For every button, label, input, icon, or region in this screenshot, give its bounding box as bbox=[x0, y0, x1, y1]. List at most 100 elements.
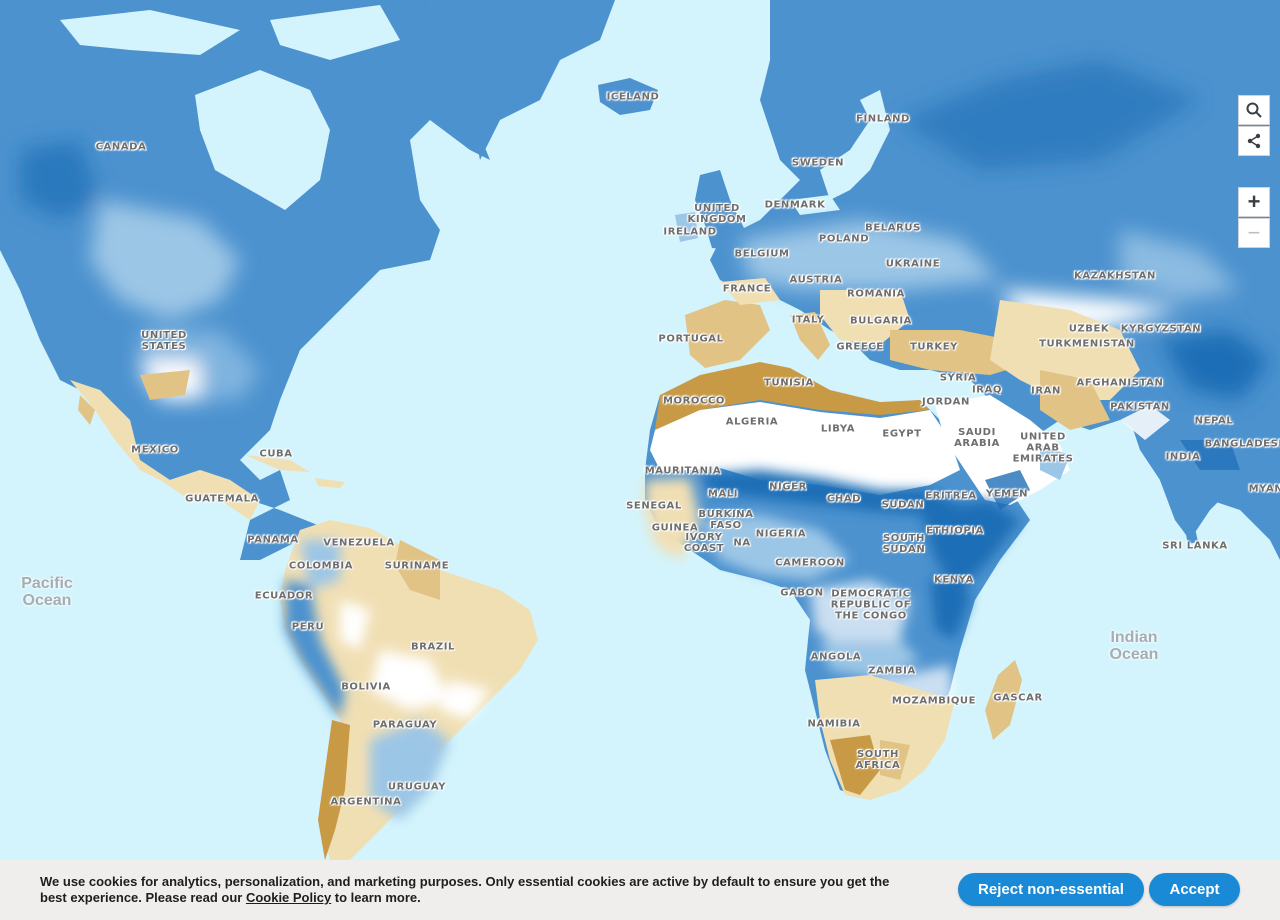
cuba-land bbox=[245, 455, 310, 472]
country-label: CANADA bbox=[95, 141, 147, 153]
greenland-land bbox=[430, 0, 615, 160]
country-label: NA bbox=[733, 537, 751, 549]
arabia-land bbox=[935, 395, 1070, 505]
country-label: VENEZUELA bbox=[323, 537, 395, 549]
iberia-dry bbox=[685, 300, 770, 368]
country-label: PANAMA bbox=[247, 534, 299, 546]
country-label: BELGIUM bbox=[734, 248, 790, 260]
madagascar-land bbox=[985, 660, 1022, 740]
country-label: ZAMBIA bbox=[868, 665, 916, 677]
country-label: NIGER bbox=[769, 481, 807, 493]
country-label: PAKISTAN bbox=[1110, 401, 1170, 413]
country-label: ECUADOR bbox=[254, 590, 314, 602]
sahara-neutral bbox=[650, 402, 960, 495]
zoom-in-button[interactable]: + bbox=[1238, 187, 1270, 217]
country-label: GABON bbox=[780, 587, 824, 599]
country-label: ANGOLA bbox=[810, 651, 862, 663]
country-label: PORTUGAL bbox=[658, 333, 724, 345]
country-label: GASCAR bbox=[993, 692, 1043, 704]
accept-button[interactable]: Accept bbox=[1149, 873, 1240, 906]
cookie-text-before: We use cookies for analytics, personaliz… bbox=[40, 874, 890, 905]
sri-lanka-land bbox=[1185, 528, 1198, 544]
country-label: AUSTRIA bbox=[789, 274, 843, 286]
country-label: DEMOCRATIC REPUBLIC OF THE CONGO bbox=[830, 588, 912, 622]
country-label: BRAZIL bbox=[410, 641, 456, 653]
country-label: YEMEN bbox=[985, 488, 1029, 500]
country-label: KAZAKHSTAN bbox=[1074, 270, 1156, 282]
cookie-text-after: to learn more. bbox=[331, 890, 421, 905]
country-label: UKRAINE bbox=[885, 258, 941, 270]
ocean-label: Indian Ocean bbox=[1109, 629, 1159, 663]
country-label: GUATEMALA bbox=[185, 493, 259, 505]
country-label: ITALY bbox=[791, 314, 825, 326]
country-label: UNITED KINGDOM bbox=[687, 203, 747, 225]
share-button[interactable] bbox=[1238, 126, 1270, 156]
country-label: IVORY COAST bbox=[683, 532, 725, 554]
iceland-land bbox=[598, 78, 658, 115]
country-label: SURINAME bbox=[384, 560, 450, 572]
country-label: SOUTH AFRICA bbox=[855, 749, 901, 771]
zoom-out-button[interactable]: − bbox=[1238, 218, 1270, 248]
mexico-dry bbox=[70, 380, 260, 520]
arctic-channels bbox=[60, 5, 400, 60]
cookie-policy-link[interactable]: Cookie Policy bbox=[245, 890, 332, 905]
country-label: NIGERIA bbox=[755, 528, 807, 540]
cookie-message: We use cookies for analytics, personaliz… bbox=[40, 874, 890, 906]
country-label: ICELAND bbox=[606, 91, 660, 103]
country-label: SOUTH SUDAN bbox=[882, 533, 926, 555]
country-label: MOROCCO bbox=[662, 395, 726, 407]
country-label: ARGENTINA bbox=[330, 796, 402, 808]
country-label: KENYA bbox=[934, 574, 974, 586]
country-label: NEPAL bbox=[1194, 415, 1234, 427]
country-label: INDIA bbox=[1165, 451, 1201, 463]
country-label: JORDAN bbox=[922, 396, 970, 408]
country-label: TURKMENISTAN bbox=[1039, 338, 1135, 350]
ocean-label: Pacific Ocean bbox=[21, 575, 73, 609]
country-label: EGYPT bbox=[882, 428, 922, 440]
country-label: GREECE bbox=[836, 341, 884, 353]
country-label: CUBA bbox=[259, 448, 293, 460]
country-label: SRI LANKA bbox=[1162, 540, 1228, 552]
country-label: ROMANIA bbox=[847, 288, 905, 300]
country-label: COLOMBIA bbox=[288, 560, 354, 572]
country-label: ALGERIA bbox=[725, 416, 779, 428]
country-label: UZBEK bbox=[1068, 323, 1110, 335]
search-button[interactable] bbox=[1238, 95, 1270, 125]
country-label: GUINEA bbox=[651, 522, 699, 534]
country-label: MYAN bbox=[1248, 483, 1280, 495]
country-label: FINLAND bbox=[856, 113, 910, 125]
britain-land bbox=[695, 170, 745, 250]
cookie-banner: We use cookies for analytics, personaliz… bbox=[0, 860, 1280, 920]
reject-non-essential-button[interactable]: Reject non-essential bbox=[958, 873, 1144, 906]
country-label: KYRGYZSTAN bbox=[1120, 323, 1202, 335]
country-label: MAURITANIA bbox=[644, 465, 722, 477]
country-label: LIBYA bbox=[820, 423, 856, 435]
hudson-bay bbox=[195, 70, 330, 210]
country-label: SUDAN bbox=[881, 499, 925, 511]
country-label: FRANCE bbox=[722, 283, 772, 295]
country-label: MALI bbox=[707, 488, 739, 500]
country-label: BELARUS bbox=[865, 222, 921, 234]
country-label: UNITED ARAB EMIRATES bbox=[1012, 431, 1074, 465]
country-label: CHAD bbox=[826, 493, 862, 505]
share-icon bbox=[1247, 133, 1261, 149]
country-label: PERU bbox=[291, 621, 325, 633]
country-label: BANGLADESH bbox=[1204, 438, 1280, 450]
country-label: BURKINA FASO bbox=[698, 509, 754, 531]
country-label: TURKEY bbox=[909, 341, 959, 353]
country-label: ERITREA bbox=[925, 490, 977, 502]
country-label: POLAND bbox=[818, 233, 870, 245]
country-label: IRAQ bbox=[971, 384, 1003, 396]
country-label: SYRIA bbox=[939, 372, 977, 384]
search-icon bbox=[1246, 102, 1262, 118]
country-label: CAMEROON bbox=[775, 557, 845, 569]
country-label: IRAN bbox=[1031, 385, 1061, 397]
country-label: MEXICO bbox=[131, 444, 179, 456]
country-label: IRELAND bbox=[663, 226, 717, 238]
country-label: AFGHANISTAN bbox=[1076, 377, 1164, 389]
country-label: BOLIVIA bbox=[341, 681, 391, 693]
country-label: SENEGAL bbox=[626, 500, 682, 512]
country-label: SWEDEN bbox=[791, 157, 845, 169]
country-label: URUGUAY bbox=[387, 781, 447, 793]
